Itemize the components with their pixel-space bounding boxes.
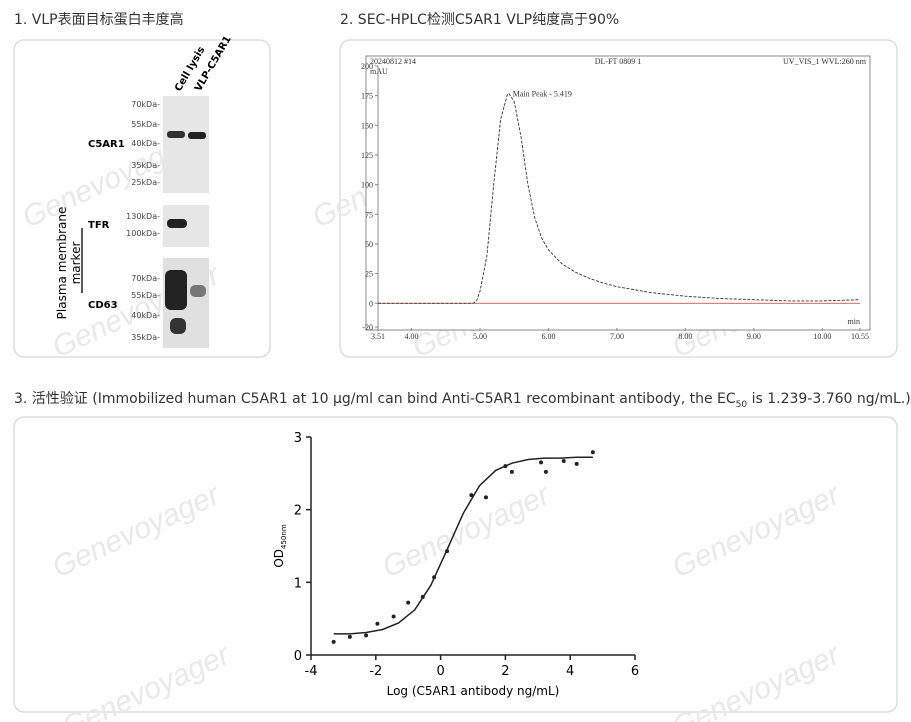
activity-panel — [13, 416, 898, 713]
blot-name: TFR — [88, 220, 110, 231]
point — [503, 464, 508, 469]
x-tick-label: 4.00 — [405, 332, 419, 341]
x-tick-label: 6 — [631, 664, 639, 679]
x-tick-label: -4 — [305, 664, 318, 679]
y-tick-label: 200 — [361, 62, 373, 71]
y-tick-label: 25 — [365, 270, 373, 279]
point — [420, 594, 425, 599]
x-tick-label: 10.55 — [851, 332, 869, 341]
band — [170, 318, 186, 334]
point — [539, 460, 544, 465]
y-axis-label: OD450nm — [272, 524, 288, 567]
y-tick-label: 150 — [361, 121, 373, 130]
x-axis-label: Log (C5AR1 antibody ng/mL) — [387, 684, 560, 698]
marker-label: 35kDa- — [131, 333, 160, 342]
y-tick-label: 125 — [361, 151, 373, 160]
point — [445, 549, 450, 554]
x-tick-label: 2 — [501, 664, 509, 679]
y-tick-label: 100 — [361, 181, 373, 190]
x-tick-label: 8.00 — [678, 332, 692, 341]
band — [167, 131, 185, 138]
marker-label: 100kDa- — [126, 229, 160, 238]
x-tick-label: 7.00 — [610, 332, 624, 341]
marker-label: 55kDa- — [131, 120, 160, 129]
x-tick-label: 5.00 — [473, 332, 487, 341]
blot-image — [163, 96, 209, 193]
x-tick-label: 4 — [566, 664, 574, 679]
y-label-sub: 450nm — [280, 524, 288, 549]
x-tick-label: 0 — [436, 664, 444, 679]
x-axis-label: min — [848, 317, 860, 326]
point — [406, 600, 411, 605]
y-tick-label: 175 — [361, 92, 373, 101]
point — [509, 469, 514, 474]
x-tick-label: 3.51 — [371, 332, 385, 341]
point — [391, 614, 396, 619]
marker-label: 35kDa- — [131, 161, 160, 170]
panel-title: 3. 活性验证 (Immobilized human C5AR1 at 10 μ… — [14, 391, 911, 410]
x-tick-label: 9.00 — [747, 332, 761, 341]
y-tick-label: -20 — [362, 323, 373, 332]
point — [574, 461, 579, 466]
point — [432, 575, 437, 580]
panel-title: 2. SEC-HPLC检测C5AR1 VLP纯度高于90% — [340, 11, 619, 28]
y-tick-label: 50 — [365, 240, 373, 249]
marker-label: 40kDa- — [131, 139, 160, 148]
side-label: marker — [69, 242, 83, 285]
x-tick-label: -2 — [369, 664, 382, 679]
marker-label: 70kDa- — [131, 274, 160, 283]
y-tick-label: 75 — [365, 210, 373, 219]
y-tick-label: 0 — [369, 299, 373, 308]
band — [190, 285, 206, 297]
title-text: is 1.239-3.760 ng/mL.) — [747, 391, 911, 407]
marker-label: 55kDa- — [131, 291, 160, 300]
band — [188, 132, 206, 139]
title-sub: 50 — [736, 400, 748, 410]
y-tick-label: 3 — [294, 431, 302, 446]
marker-label: 40kDa- — [131, 311, 160, 320]
point — [331, 639, 336, 644]
y-label-text: OD — [272, 549, 286, 568]
fit-curve — [333, 456, 593, 635]
header: UV_VIS_1 WVL:260 nm — [783, 57, 867, 66]
y-tick-label: 2 — [294, 504, 302, 519]
point — [483, 495, 488, 500]
plot-frame — [365, 55, 871, 331]
band — [167, 219, 187, 228]
x-tick-label: 10.00 — [813, 332, 831, 341]
line — [378, 92, 861, 304]
point — [364, 633, 369, 638]
header: DL-FT 0809 1 — [595, 57, 642, 66]
title-text: 3. 活性验证 (Immobilized human C5AR1 at 10 μ… — [14, 391, 736, 407]
panel-title: 1. VLP表面目标蛋白丰度高 — [14, 11, 184, 28]
y-axis-label: mAU — [370, 67, 388, 76]
point — [543, 469, 548, 474]
marker-label: 25kDa- — [131, 178, 160, 187]
annotation: Main Peak - 5.419 — [513, 89, 572, 98]
marker-label: 130kDa- — [126, 212, 160, 221]
y-tick-label: 1 — [294, 576, 302, 591]
y-tick-label: 0 — [294, 649, 302, 664]
marker-label: 70kDa- — [131, 100, 160, 109]
blot-name: C5AR1 — [88, 139, 125, 150]
x-tick-label: 6.00 — [541, 332, 555, 341]
header: 20240812 #14 — [370, 57, 416, 66]
point — [347, 634, 352, 639]
side-label: Plasma membrane — [55, 207, 69, 320]
blot-name: CD63 — [88, 300, 118, 311]
point — [375, 621, 380, 626]
point — [561, 458, 566, 463]
point — [469, 493, 474, 498]
point — [590, 450, 595, 455]
band — [165, 270, 187, 310]
